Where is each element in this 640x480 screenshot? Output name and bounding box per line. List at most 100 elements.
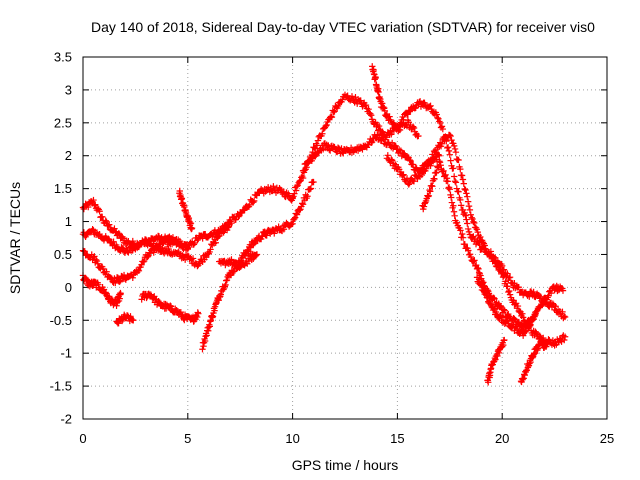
data-point [457,227,464,234]
data-point [112,279,119,287]
y-tick-label: 1 [65,214,72,229]
data-point [461,209,468,216]
data-point [304,193,311,200]
data-point [190,241,198,248]
data-point [439,125,447,133]
y-tick-label: -1 [60,346,72,361]
data-point [90,196,97,204]
data-point [465,202,473,210]
data-point [270,183,277,190]
data-point [409,123,417,130]
data-point [115,319,122,327]
y-tick-label: 3 [65,82,72,97]
y-tick-label: 1.5 [54,181,72,196]
data-point [418,171,426,179]
data-point [99,213,106,221]
data-point [245,257,253,265]
data-point [433,111,440,118]
data-point [451,212,458,219]
data-point [396,126,404,134]
data-point [386,113,393,120]
data-point [540,298,547,306]
data-point [129,274,136,281]
data-point [464,225,472,233]
data-point [444,178,451,185]
data-point [447,132,454,140]
data-point [116,278,123,285]
data-point [505,287,513,295]
data-point [494,261,502,269]
x-tick-label: 20 [495,431,509,446]
data-point [115,230,123,237]
data-point [368,139,375,146]
data-point [474,228,481,236]
data-point [448,136,455,144]
data-point [110,238,117,245]
data-point [165,245,172,253]
data-point [450,208,458,215]
data-point [327,113,335,120]
data-point [475,265,482,273]
data-point [436,118,443,125]
data-point [461,241,469,248]
data-point [450,142,458,150]
data-point [499,269,506,276]
data-point [130,317,137,324]
data-point [424,193,432,200]
data-point [296,178,303,185]
data-point [399,172,406,179]
data-point [144,253,151,260]
data-point [561,313,568,320]
y-tick-label: -1.5 [50,379,72,394]
data-point [530,288,537,296]
data-point [240,207,247,214]
data-point [368,138,376,146]
data-point [457,165,464,173]
x-axis-label: GPS time / hours [292,457,399,473]
data-point [328,113,336,121]
data-point [464,220,471,227]
data-point [504,283,511,290]
data-point [515,283,522,291]
data-point [490,305,498,312]
data-point [486,297,493,304]
y-tick-label: -0.5 [50,313,72,328]
data-point [427,162,434,169]
data-point [221,283,229,290]
data-point [250,197,258,205]
data-point [415,132,422,140]
data-point [439,168,447,175]
data-point [177,308,185,316]
data-point [499,273,507,281]
data-points [79,63,569,386]
data-point [259,233,266,240]
data-point [105,235,112,243]
series-track-o [473,274,539,339]
data-point [401,150,408,157]
data-point [331,108,338,115]
data-point [561,313,569,321]
data-point [367,110,374,118]
series-track-p [484,336,508,386]
data-point [445,185,452,192]
x-tick-label: 25 [600,431,614,446]
data-point [222,281,229,289]
data-point [466,251,474,258]
data-point [184,245,191,253]
data-point [461,185,468,193]
data-point [559,287,567,294]
data-point [464,193,471,200]
data-point [155,243,163,250]
series-track-c [79,221,233,287]
x-tick-label: 5 [184,431,191,446]
data-point [212,239,219,246]
data-point [466,206,474,214]
data-point [481,290,488,298]
data-point [561,336,568,344]
data-point [96,208,103,215]
data-point [463,216,470,223]
data-point [344,92,351,99]
data-point [296,207,303,214]
data-point [400,171,407,178]
data-point [447,157,454,164]
